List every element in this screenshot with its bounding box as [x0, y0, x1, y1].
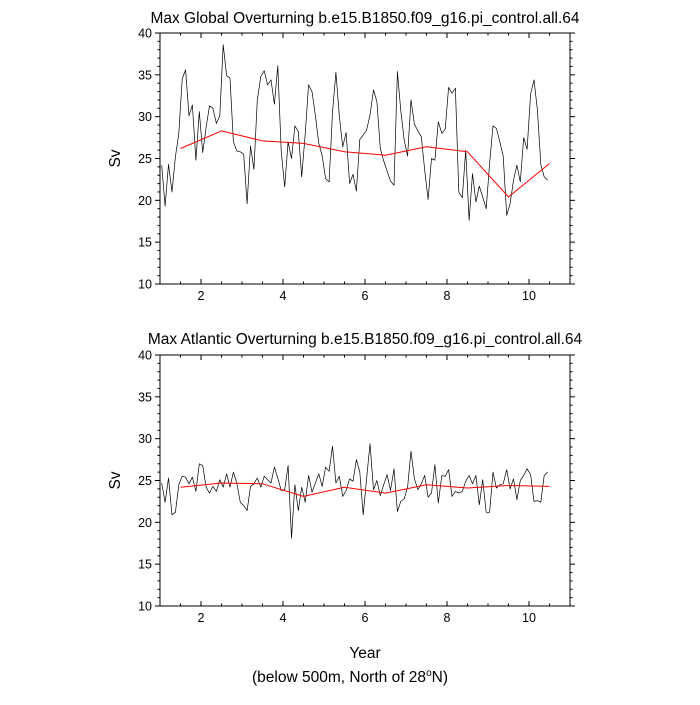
global-y-tick-label: 40	[138, 27, 152, 41]
atlantic-y-tick-label: 20	[138, 516, 152, 530]
global-annual-mean-line	[180, 130, 550, 198]
atlantic-y-tick-label: 30	[138, 432, 152, 446]
global-x-tick-label: 8	[444, 289, 451, 303]
global-x-tick-label: 10	[522, 289, 536, 303]
global-y-tick-label: 15	[138, 236, 152, 250]
global-y-tick-label: 35	[138, 68, 152, 82]
global-x-tick-label: 6	[362, 289, 369, 303]
x-axis-title: Year	[349, 645, 380, 662]
global-plot-frame	[159, 32, 571, 285]
global-y-tick-label: 20	[138, 194, 152, 208]
footnote-suffix: N)	[431, 669, 448, 687]
atlantic-axis-ticks: 2 4 6 8 10 10 15 20 25 30 35 40	[138, 349, 575, 625]
atlantic-y-tick-label: 40	[138, 349, 152, 363]
atlantic-chart-title: Max Atlantic Overturning b.e15.B1850.f09…	[148, 331, 583, 348]
global-x-tick-label: 2	[198, 289, 205, 303]
footnote-degree: o	[426, 668, 432, 679]
atlantic-series-layer	[161, 443, 550, 539]
atlantic-y-tick-label: 10	[138, 600, 152, 614]
atlantic-monthly-line	[161, 443, 548, 539]
footnote-text: (below 500m, North of 28	[252, 669, 427, 687]
atlantic-annual-mean-line	[180, 482, 550, 497]
atlantic-x-tick-label: 8	[444, 611, 451, 625]
atlantic-x-tick-label: 4	[280, 611, 287, 625]
global-series-layer	[161, 44, 550, 221]
atlantic-x-tick-label: 6	[362, 611, 369, 625]
atlantic-plot-frame	[159, 354, 571, 607]
global-y-tick-label: 25	[138, 152, 152, 166]
atlantic-y-tick-label: 15	[138, 558, 152, 572]
global-y-tick-label: 30	[138, 110, 152, 124]
global-y-axis-title: Sv	[107, 149, 124, 167]
global-axis-ticks: 2 4 6 8 10 10 15 20 25 30 35 40	[138, 27, 575, 303]
atlantic-y-tick-label: 25	[138, 474, 152, 488]
global-chart-title: Max Global Overturning b.e15.B1850.f09_g…	[150, 10, 579, 27]
global-overturning-panel: Max Global Overturning b.e15.B1850.f09_g…	[107, 10, 580, 303]
global-monthly-line	[161, 44, 548, 221]
atlantic-x-tick-label: 2	[198, 611, 205, 625]
global-y-tick-label: 10	[138, 278, 152, 292]
atlantic-overturning-panel: Max Atlantic Overturning b.e15.B1850.f09…	[107, 331, 583, 662]
atlantic-x-tick-label: 10	[522, 611, 536, 625]
atlantic-y-tick-label: 35	[138, 390, 152, 404]
atlantic-y-axis-title: Sv	[107, 471, 124, 489]
global-x-tick-label: 4	[280, 289, 287, 303]
footnote: (below 500m, North of 28oN)	[0, 668, 700, 687]
